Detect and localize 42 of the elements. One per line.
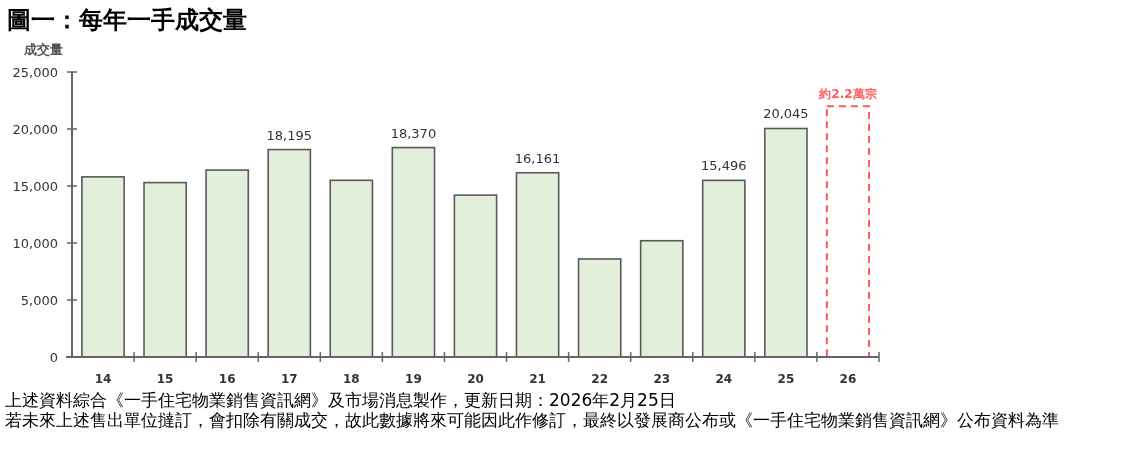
bar xyxy=(639,239,684,358)
y-tick-label: 15,000 xyxy=(12,179,58,194)
bar xyxy=(267,148,312,358)
chart-title: 圖一：每年一手成交量 xyxy=(7,6,247,34)
data-label: 18,195 xyxy=(266,127,313,143)
x-tick-label: 26 xyxy=(839,372,857,386)
y-tick-label: 5,000 xyxy=(20,293,58,308)
bar xyxy=(577,258,622,358)
bar xyxy=(763,127,808,358)
data-label: 約2.2萬宗 xyxy=(818,87,877,102)
x-tick-label: 24 xyxy=(715,372,733,386)
x-tick-label: 16 xyxy=(218,372,236,386)
y-axis-title: 成交量 xyxy=(22,42,63,57)
y-tick-label: 10,000 xyxy=(12,236,58,251)
bar xyxy=(391,146,436,358)
bar xyxy=(701,179,746,358)
bar xyxy=(205,169,250,358)
x-tick-label: 19 xyxy=(405,372,422,386)
bar xyxy=(81,176,125,358)
data-label: 16,161 xyxy=(514,150,561,166)
text: 上述資料綜合《一手住宅物業銷售資訊網》及市場消息製作，更新日期：2026年2月25日 xyxy=(5,390,676,410)
x-tick-label: 17 xyxy=(280,372,298,386)
text: 若未來上述售出單位撻訂，會扣除有關成交，故此數據將來可能因此作修訂，最終以發展商公布或《一手住宅物業銷售資訊網》公布資料為準 xyxy=(5,410,1059,430)
x-tick-label: 15 xyxy=(156,372,174,386)
x-tick-label: 25 xyxy=(777,372,795,386)
bar xyxy=(825,105,871,358)
x-tick-label: 18 xyxy=(342,372,360,386)
data-label: 15,496 xyxy=(701,158,747,174)
x-tick-label: 20 xyxy=(467,372,484,386)
x-tick-label: 21 xyxy=(529,372,546,386)
bar xyxy=(515,171,560,358)
data-label: 18,370 xyxy=(390,125,437,141)
y-tick-label: 0 xyxy=(49,350,58,365)
y-tick-label: 20,000 xyxy=(12,122,58,137)
x-tick-label: 23 xyxy=(653,372,671,386)
data-label: 20,045 xyxy=(763,106,809,122)
x-tick-label: 22 xyxy=(591,372,609,386)
y-tick-label: 25,000 xyxy=(12,65,58,80)
bar xyxy=(143,181,188,358)
bar xyxy=(453,194,498,358)
x-tick-label: 14 xyxy=(94,372,112,386)
bar xyxy=(329,179,374,358)
